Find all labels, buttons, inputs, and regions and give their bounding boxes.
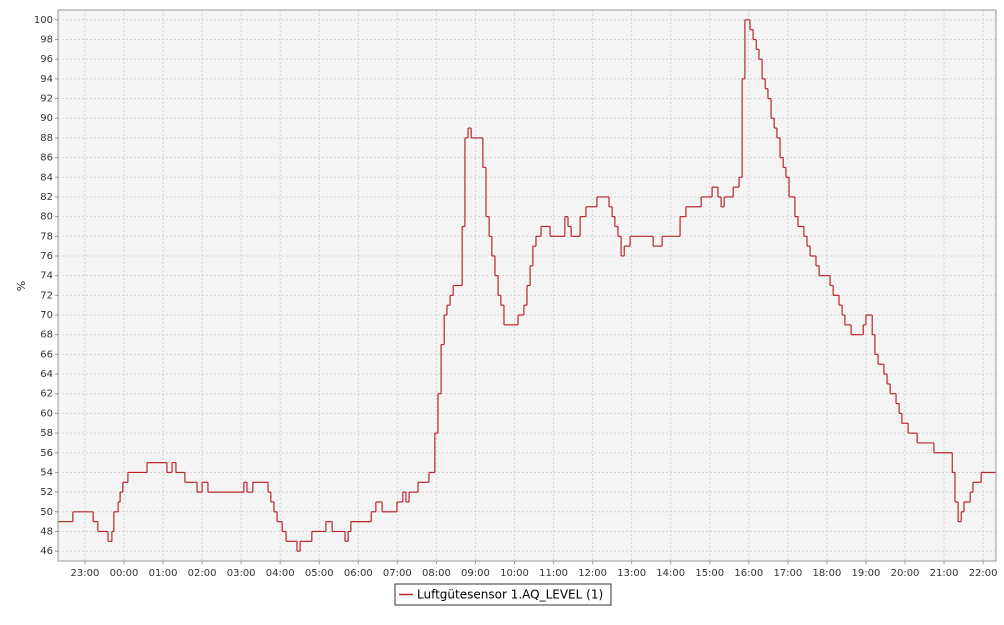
y-tick-label: 68 <box>40 330 53 341</box>
x-tick-label: 01:00 <box>149 568 178 579</box>
y-tick-label: 70 <box>40 310 53 321</box>
x-tick-label: 03:00 <box>227 568 256 579</box>
x-tick-label: 09:00 <box>461 568 490 579</box>
y-tick-label: 88 <box>40 133 53 144</box>
y-tick-label: 98 <box>40 35 53 46</box>
x-tick-label: 10:00 <box>500 568 529 579</box>
y-tick-label: 48 <box>40 526 53 537</box>
x-tick-label: 21:00 <box>930 568 959 579</box>
y-axis-label: % <box>15 281 28 291</box>
x-tick-label: 11:00 <box>539 568 568 579</box>
y-tick-label: 76 <box>40 251 53 262</box>
y-tick-label: 66 <box>40 349 53 360</box>
y-tick-label: 78 <box>40 231 53 242</box>
y-tick-label: 60 <box>40 408 53 419</box>
x-tick-label: 02:00 <box>188 568 217 579</box>
y-tick-label: 82 <box>40 192 53 203</box>
series-line <box>58 19 996 552</box>
x-tick-label: 23:00 <box>71 568 100 579</box>
y-tick-label: 100 <box>34 15 53 26</box>
y-tick-label: 94 <box>40 74 53 85</box>
plot-border <box>57 9 997 562</box>
x-tick-label: 00:00 <box>110 568 139 579</box>
x-tick-label: 14:00 <box>656 568 685 579</box>
x-tick-label: 08:00 <box>422 568 451 579</box>
y-tick-label: 52 <box>40 487 53 498</box>
x-tick-label: 18:00 <box>812 568 841 579</box>
grid <box>58 10 996 561</box>
x-tick-label: 04:00 <box>266 568 295 579</box>
x-tick-label: 20:00 <box>891 568 920 579</box>
x-tick-label: 19:00 <box>852 568 881 579</box>
x-tick-label: 12:00 <box>578 568 607 579</box>
y-tick-label: 64 <box>40 369 53 380</box>
y-tick-label: 56 <box>40 448 53 459</box>
x-tick-label: 16:00 <box>734 568 763 579</box>
y-tick-label: 50 <box>40 507 53 518</box>
x-tick-label: 06:00 <box>344 568 373 579</box>
y-tick-label: 86 <box>40 153 53 164</box>
y-tick-label: 72 <box>40 290 53 301</box>
legend <box>394 583 612 606</box>
y-tick-label: 96 <box>40 54 53 65</box>
x-tick-label: 07:00 <box>383 568 412 579</box>
x-tick-label: 13:00 <box>617 568 646 579</box>
x-tick-label: 17:00 <box>773 568 802 579</box>
y-tick-label: 54 <box>40 467 53 478</box>
y-tick-label: 58 <box>40 428 53 439</box>
legend-label: Luftgütesensor 1.AQ_LEVEL (1) <box>417 588 603 602</box>
x-tick-label: 15:00 <box>695 568 724 579</box>
x-tick-label: 22:00 <box>969 568 998 579</box>
y-tick-label: 74 <box>40 271 53 282</box>
y-tick-label: 90 <box>40 113 53 124</box>
y-tick-label: 92 <box>40 94 53 105</box>
y-tick-label: 80 <box>40 212 53 223</box>
y-tick-label: 84 <box>40 172 53 183</box>
y-tick-label: 46 <box>40 546 53 557</box>
x-tick-label: 05:00 <box>305 568 334 579</box>
y-tick-label: 62 <box>40 389 53 400</box>
